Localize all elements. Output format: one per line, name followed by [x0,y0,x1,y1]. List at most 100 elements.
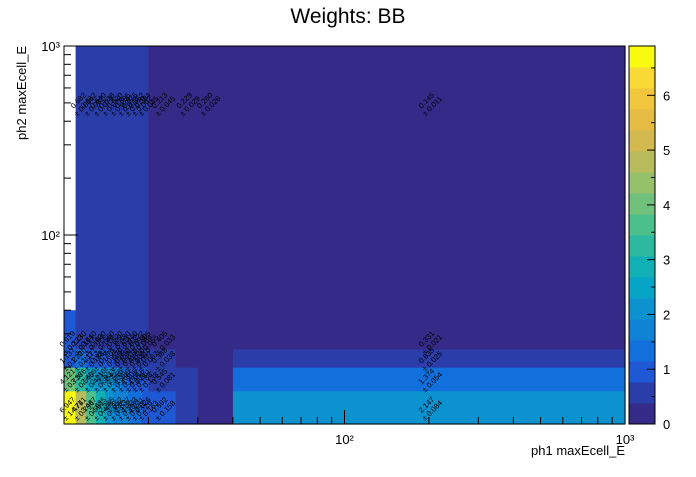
heatmap-cell [216,348,234,368]
colorbar-segment [629,382,655,404]
heatmap-cell [95,348,106,368]
heatmap-cell [121,348,130,368]
colorbar-segment [629,172,655,194]
colorbar-segment [629,67,655,89]
heatmap-cell [113,310,122,335]
heatmap-cell [197,390,218,425]
heatmap-cell [128,310,137,335]
heatmap-cell [148,348,177,368]
heatmap-cell [142,46,150,311]
colorbar-segment [629,235,655,257]
heatmap-cell [64,367,77,392]
heatmap-cell [197,310,218,335]
heatmap-cell [121,390,130,425]
heatmap-cell [86,367,97,392]
colorbar-segment [629,193,655,215]
heatmap-cell [175,390,199,425]
heatmap-cell [95,310,106,335]
heatmap-cell [128,390,137,425]
colorbar-segment [629,277,655,299]
heatmap-cell [113,333,122,350]
heatmap-cell [216,333,234,350]
heatmap-cell [216,46,234,311]
heatmap-cell [104,333,114,350]
colorbar-tick-label: 6 [663,88,670,103]
heatmap-cell [148,333,177,350]
heatmap-cell [148,310,177,335]
heatmap-cell [128,367,137,392]
heatmap-cell [75,310,87,335]
heatmap-cell [142,348,150,368]
heatmap-cell [175,367,199,392]
heatmap-cell [95,390,106,425]
colorbar-segment [629,130,655,152]
heatmap-cell [121,310,130,335]
heatmap-cell [148,367,177,392]
heatmap-cell [175,348,199,368]
heatmap-cell [121,367,130,392]
heatmap-cell [86,348,97,368]
heatmap-cell [232,310,626,335]
heatmap-cell [197,367,218,392]
heatmap-cell [197,348,218,368]
heatmap-cell [75,390,87,425]
heatmap-cell [142,390,150,425]
colorbar-tick-label: 4 [663,198,670,213]
heatmap-cell [148,390,177,425]
colorbar-segment [629,109,655,131]
heatmap-cell [64,390,77,425]
heatmap-cell [135,367,143,392]
chart-title: Weights: BB [290,5,405,28]
heatmap-cell [75,367,87,392]
heatmap-cell [142,367,150,392]
heatmap-cell [104,310,114,335]
colorbar-segment [629,298,655,320]
colorbar-segment [629,403,655,425]
heatmap-cell [216,390,234,425]
heatmap-cell [197,46,218,311]
color-scale-bar: 0 1 2 3 4 5 6 [628,45,670,432]
heatmap-cell [216,367,234,392]
heatmap-cell [175,46,199,311]
heatmap-cell [104,46,114,311]
heatmap-cell [113,390,122,425]
heatmap-cell [175,333,199,350]
colorbar-segment [629,88,655,110]
colorbar-segment [629,256,655,278]
colorbar-segment [629,340,655,362]
heatmap-cells [64,46,626,425]
y-tick-label: 10² [41,228,60,243]
heatmap-cell [113,348,122,368]
heatmap-cell [232,46,626,311]
heatmap-cell [128,333,137,350]
heatmap-cell [135,46,143,311]
heatmap-cell [86,390,97,425]
x-axis-label: ph1 maxEcell_E [531,443,625,458]
heatmap-cell [197,333,218,350]
heatmap-cell [175,310,199,335]
colorbar-segment [629,46,655,68]
heatmap-cell [95,46,106,311]
y-axis: 10² 10³ [41,39,78,425]
colorbar-tick-label: 3 [663,253,670,268]
heatmap-cell [135,333,143,350]
colorbar-segment [629,214,655,236]
heatmap-cell [104,348,114,368]
heatmap-cell [113,46,122,311]
heatmap-cell [232,367,626,392]
heatmap-cell [64,333,77,350]
colorbar-frame [628,45,656,425]
colorbar-tick-label: 0 [663,417,670,432]
heatmap-cell [216,310,234,335]
heatmap-cell [95,333,106,350]
heatmap-cell [113,367,122,392]
x-tick-label: 10² [335,432,354,447]
colorbar-segment [629,361,655,383]
heatmap-cell [142,333,150,350]
heatmap-cell [64,348,77,368]
heatmap-cell [86,46,97,311]
heatmap-cell [135,390,143,425]
heatmap-cell [104,367,114,392]
x-tick-label: 10³ [616,432,635,447]
colorbar-tick-label: 2 [663,307,670,322]
